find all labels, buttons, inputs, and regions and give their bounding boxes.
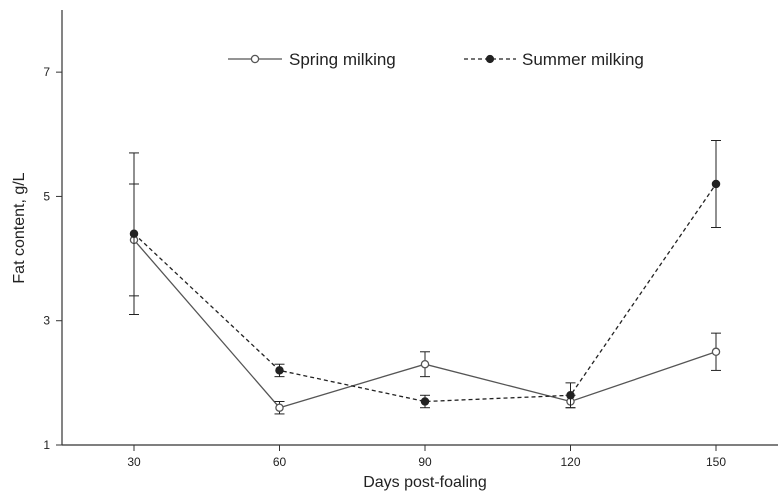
y-tick-label: 1 xyxy=(43,438,50,452)
data-point xyxy=(711,347,721,357)
data-point xyxy=(275,366,284,375)
y-axis-title: Fat content, g/L xyxy=(11,172,28,283)
y-tick-label: 5 xyxy=(43,189,50,203)
series-summer xyxy=(129,140,721,409)
data-point xyxy=(566,391,575,400)
y-axis: 1 3 5 7 Fat content, g/L xyxy=(11,10,63,452)
plot-area xyxy=(129,140,721,415)
data-point xyxy=(420,359,430,369)
x-tick-label: 150 xyxy=(706,455,726,469)
series-spring xyxy=(129,183,721,415)
data-point xyxy=(420,397,430,406)
x-axis: 30 60 90 120 150 Days post-foaling xyxy=(62,444,778,491)
x-axis-title: Days post-foaling xyxy=(363,474,487,491)
x-tick-label: 120 xyxy=(560,455,580,469)
x-tick-label: 60 xyxy=(273,455,287,469)
legend-item-summer: Summer milking xyxy=(464,50,644,69)
x-tick-label: 30 xyxy=(127,455,141,469)
x-ticks: 30 60 90 120 150 xyxy=(127,445,726,469)
data-point xyxy=(711,179,721,189)
data-point xyxy=(129,229,139,238)
y-ticks: 1 3 5 7 xyxy=(43,65,62,452)
legend-label-spring: Spring milking xyxy=(289,50,396,69)
legend-item-spring: Spring milking xyxy=(228,50,396,69)
legend: Spring milking Summer milking xyxy=(228,50,644,69)
y-tick-label: 7 xyxy=(43,65,50,79)
x-tick-label: 90 xyxy=(418,455,432,469)
legend-marker-spring xyxy=(250,54,260,64)
legend-label-summer: Summer milking xyxy=(522,50,644,69)
series-line xyxy=(133,183,717,403)
legend-marker-summer xyxy=(485,54,495,64)
y-tick-label: 3 xyxy=(43,314,50,328)
data-point xyxy=(275,403,284,412)
series-line xyxy=(133,239,717,409)
